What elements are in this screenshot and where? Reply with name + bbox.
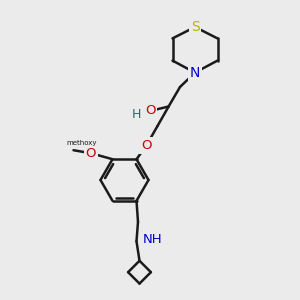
Text: H: H: [132, 107, 141, 121]
Text: S: S: [190, 20, 200, 34]
Text: O: O: [86, 147, 96, 160]
Text: NH: NH: [143, 233, 163, 246]
Text: methoxy: methoxy: [67, 140, 97, 146]
Text: O: O: [141, 139, 152, 152]
Text: N: N: [190, 66, 200, 80]
Text: O: O: [145, 104, 155, 118]
